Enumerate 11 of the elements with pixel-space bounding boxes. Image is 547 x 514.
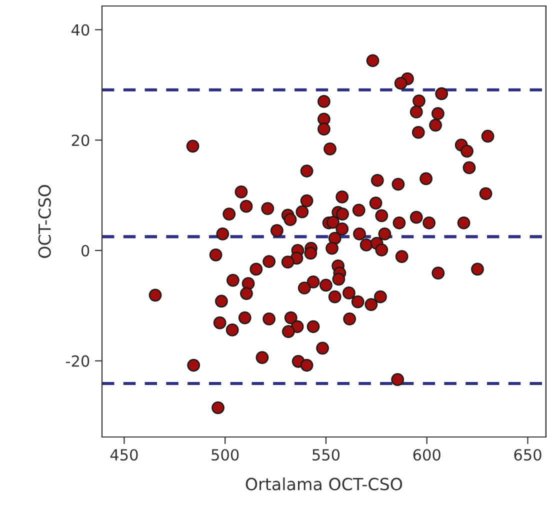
y-axis-title: OCT-CSO (38, 185, 51, 258)
x-tick-label: 500 (212, 449, 239, 461)
x-tick-label: 650 (514, 449, 542, 461)
x-tick-label: 550 (312, 449, 340, 461)
x-tick-label: 600 (413, 449, 440, 461)
y-tick-label: 20 (72, 134, 90, 146)
x-axis-title: Ortalama OCT-CSO (246, 477, 402, 490)
y-tick-label: 40 (72, 24, 90, 36)
x-tick-label: 450 (110, 449, 138, 461)
y-tick-label: 0 (81, 244, 90, 256)
y-tick-label: -20 (66, 355, 90, 367)
